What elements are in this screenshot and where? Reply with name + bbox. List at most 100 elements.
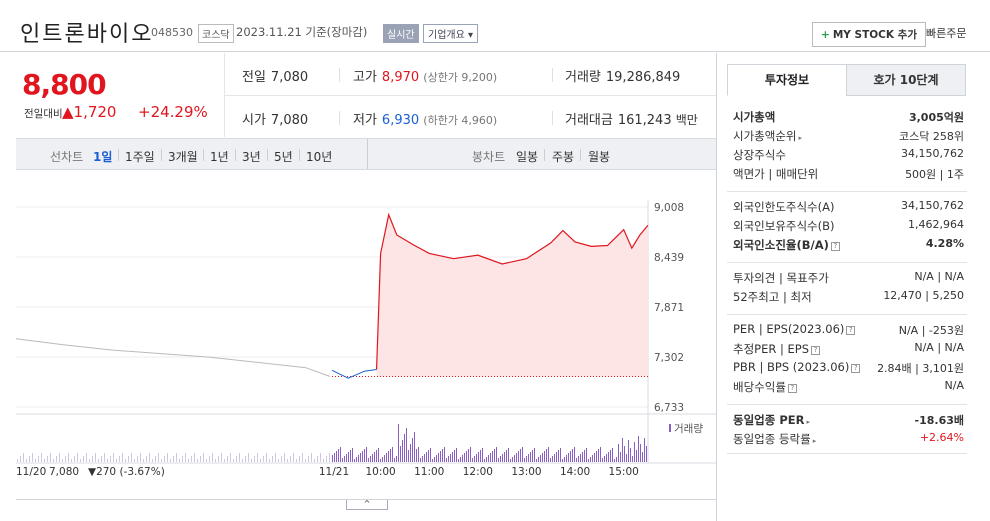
candle-monthly[interactable]: 월봉 xyxy=(588,150,611,164)
volume-bar xyxy=(275,453,276,462)
prev-day-change: ▼270 (-3.67%) xyxy=(88,466,165,478)
volume-bar xyxy=(506,450,507,462)
volume-bar xyxy=(338,449,339,462)
volume-bar xyxy=(500,456,501,462)
volume-bar xyxy=(122,453,123,462)
help-icon[interactable]: ? xyxy=(846,326,856,335)
volume-bar xyxy=(203,453,204,462)
volume-bar xyxy=(134,459,135,462)
volume-bar xyxy=(514,455,515,462)
candle-weekly[interactable]: 주봉 xyxy=(552,150,575,164)
volume-bar xyxy=(251,459,252,462)
help-icon[interactable]: ? xyxy=(787,384,797,393)
sector-change-row[interactable]: 동일업종 등락률 ▸ +2.64% xyxy=(733,431,964,446)
volume-bar xyxy=(212,453,213,462)
help-icon[interactable]: ? xyxy=(811,346,821,355)
volume-bar xyxy=(119,456,120,462)
help-icon[interactable]: ? xyxy=(851,364,861,373)
volume-bar xyxy=(434,457,435,462)
foreign-limit-row: 외국인한도주식수(A) 34,150,762 xyxy=(733,199,964,214)
volume-bar xyxy=(155,456,156,462)
add-my-stock-button[interactable]: + MY STOCK 추가 xyxy=(812,22,926,47)
volume-bar xyxy=(348,452,349,462)
volume-bar xyxy=(546,449,547,462)
tab-invest-info[interactable]: 투자정보 xyxy=(727,64,847,96)
period-3m[interactable]: 3개월 xyxy=(168,150,198,164)
period-10y[interactable]: 10년 xyxy=(306,150,333,164)
volume-bar xyxy=(538,457,539,462)
company-overview-button[interactable]: 기업개요 ▾ xyxy=(423,24,478,43)
volume-bar xyxy=(502,454,503,462)
candle-chart-label: 봉차트 xyxy=(472,150,506,164)
period-1w[interactable]: 1주일 xyxy=(125,150,155,164)
volume-bar xyxy=(522,447,523,462)
volume-bar xyxy=(296,459,297,462)
volume-bar xyxy=(566,455,567,462)
volume-bar xyxy=(80,459,81,462)
period-1d[interactable]: 1일 xyxy=(93,150,113,164)
volume-bar xyxy=(608,452,609,462)
volume-bar xyxy=(323,459,324,462)
divider xyxy=(727,404,967,405)
volume-bar xyxy=(560,448,561,462)
prev-day-line xyxy=(15,338,331,377)
volume-bar xyxy=(320,453,321,462)
volume-bar xyxy=(366,447,367,462)
price-change: ▲1,720 xyxy=(62,103,117,121)
y-tick-label: 7,302 xyxy=(654,352,684,364)
period-1y[interactable]: 1년 xyxy=(210,150,229,164)
volume-bar xyxy=(101,456,102,462)
volume-bar xyxy=(92,456,93,462)
help-icon[interactable]: ? xyxy=(830,242,840,251)
sector-per-row[interactable]: 동일업종 PER ▸ -18.63배 xyxy=(733,413,964,427)
volume-bar xyxy=(59,453,60,462)
market-cap-rank-row[interactable]: 시가총액순위 ▸ 코스닥 258위 xyxy=(733,129,964,143)
quick-order-link[interactable]: 빠른주문 xyxy=(926,27,967,40)
volume-bar xyxy=(610,450,611,462)
volume-bar xyxy=(562,459,563,462)
volume-bar xyxy=(384,455,385,462)
volume-bar xyxy=(516,453,517,462)
add-my-stock-label: MY STOCK 추가 xyxy=(832,29,917,41)
volume-bar xyxy=(308,456,309,462)
divider xyxy=(203,149,204,161)
volume-bar xyxy=(179,459,180,462)
volume-bar xyxy=(340,447,341,462)
volume-bar xyxy=(149,453,150,462)
volume-bar xyxy=(432,459,433,462)
high-price: 고가 8,970 (상한가 9,200) xyxy=(353,70,498,85)
volume-bar xyxy=(576,458,577,462)
volume-bar xyxy=(542,453,543,462)
volume-bar xyxy=(462,455,463,462)
volume-bar xyxy=(394,458,395,462)
volume-bar xyxy=(242,459,243,462)
volume-bar xyxy=(488,455,489,462)
volume-bar xyxy=(17,459,18,462)
realtime-button[interactable]: 실시간 xyxy=(383,24,419,43)
volume-bar xyxy=(534,448,535,462)
divider xyxy=(339,111,340,125)
x-tick-label: 11:00 xyxy=(414,466,444,478)
volume-bar xyxy=(38,456,39,462)
collapse-chart-button[interactable]: ^ xyxy=(346,500,388,510)
volume-bar xyxy=(86,453,87,462)
divider xyxy=(727,314,967,315)
volume-bar xyxy=(354,459,355,462)
price-change-rate: +24.29% xyxy=(138,103,208,121)
divider xyxy=(118,149,119,161)
volume-bar xyxy=(158,453,159,462)
volume-bar xyxy=(568,453,569,462)
period-3y[interactable]: 3년 xyxy=(242,150,261,164)
volume-bar xyxy=(406,428,407,462)
volume-bar xyxy=(582,452,583,462)
volume-bar xyxy=(400,446,401,462)
volume-bar xyxy=(450,454,451,462)
tab-hoga-10[interactable]: 호가 10단계 xyxy=(846,64,966,96)
volume-bar xyxy=(254,456,255,462)
volume-bar xyxy=(287,459,288,462)
prev-close: 전일 7,080 xyxy=(242,70,309,85)
period-5y[interactable]: 5년 xyxy=(274,150,293,164)
volume-bar xyxy=(47,456,48,462)
volume-bar xyxy=(464,453,465,462)
candle-daily[interactable]: 일봉 xyxy=(516,150,539,164)
